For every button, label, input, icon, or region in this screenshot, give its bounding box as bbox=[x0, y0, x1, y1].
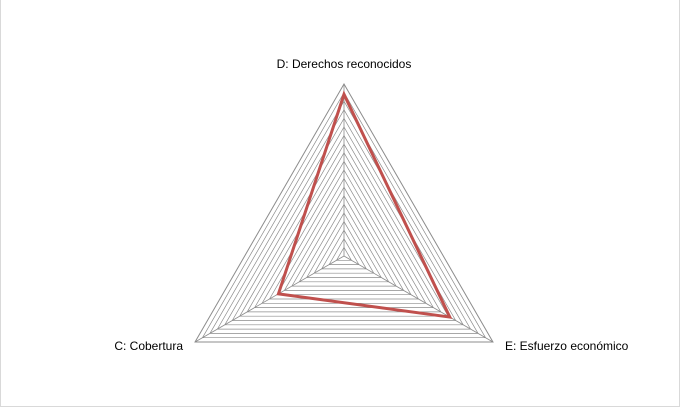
radar-gridline bbox=[239, 134, 449, 317]
radar-gridline bbox=[283, 186, 405, 291]
radar-gridline bbox=[216, 109, 472, 330]
radar-gridline bbox=[276, 177, 412, 296]
radar-series-line bbox=[276, 90, 453, 319]
radar-gridline bbox=[268, 169, 420, 300]
radar-gridline bbox=[291, 195, 397, 287]
radar-gridline bbox=[201, 91, 487, 339]
radar-gridline bbox=[209, 100, 479, 334]
radar-gridline bbox=[194, 83, 494, 343]
radar-gridline bbox=[313, 220, 375, 274]
radar-gridline bbox=[246, 143, 442, 313]
radar-gridline bbox=[328, 238, 360, 265]
radar-axis-label: E: Esfuerzo económico bbox=[505, 339, 629, 353]
radar-spoke bbox=[194, 255, 345, 343]
radar-spoke bbox=[343, 255, 494, 343]
radar-grid bbox=[194, 83, 494, 343]
radar-gridline bbox=[321, 229, 367, 270]
radar-gridline bbox=[306, 212, 382, 278]
radar-series-layer bbox=[276, 90, 453, 319]
radar-spokes bbox=[194, 84, 494, 343]
radar-gridline bbox=[335, 246, 353, 261]
radar-gridline bbox=[298, 203, 390, 283]
radar-axis-label: C: Cobertura bbox=[114, 339, 183, 353]
radar-axis-label: D: Derechos reconocidos bbox=[277, 57, 412, 71]
radar-axis-labels: D: Derechos reconocidos E: Esfuerzo econó… bbox=[114, 57, 628, 353]
radar-gridline bbox=[231, 126, 457, 321]
